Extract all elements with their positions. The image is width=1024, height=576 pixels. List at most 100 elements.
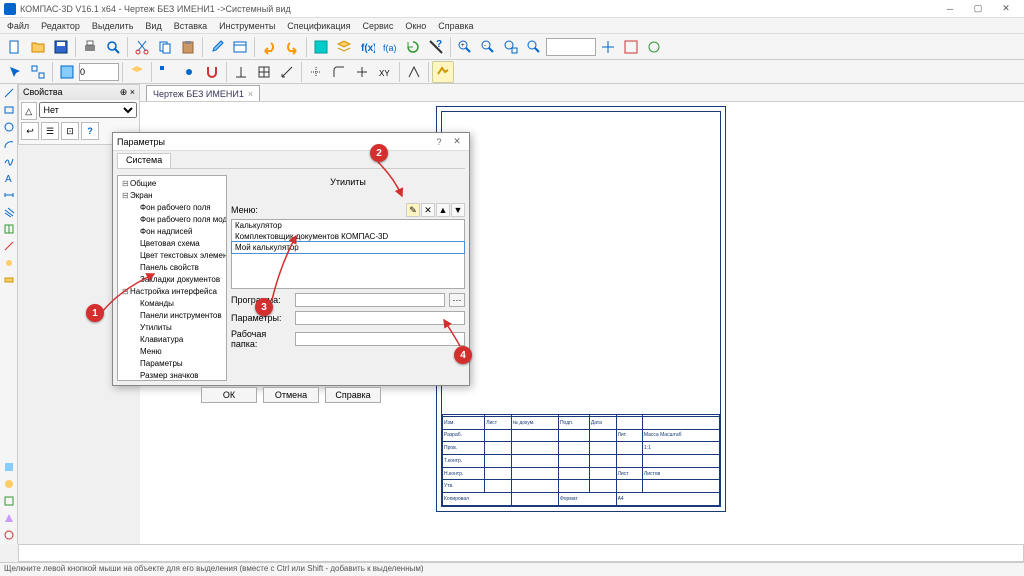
tree-node[interactable]: Утилиты [120,322,224,334]
menu-add-icon[interactable]: ✎ [406,203,420,217]
menu-спецификация[interactable]: Спецификация [282,20,355,32]
orbit-icon[interactable] [643,36,665,58]
ok-button[interactable]: ОК [201,387,257,403]
perp-icon[interactable] [230,61,252,83]
menu-вид[interactable]: Вид [140,20,166,32]
layers-icon[interactable] [333,36,355,58]
tree-node[interactable]: Панель свойств [120,262,224,274]
axis-icon[interactable] [276,61,298,83]
vars-icon[interactable]: f(a) [379,36,401,58]
zoom-window-icon[interactable] [500,36,522,58]
rect-icon[interactable] [1,102,17,118]
arc-icon[interactable] [1,136,17,152]
tree-node[interactable]: Параметры [120,358,224,370]
maximize-button[interactable]: ▢ [964,1,992,17]
zoom-in-icon[interactable]: + [454,36,476,58]
properties-icon[interactable] [229,36,251,58]
dim-icon[interactable] [1,187,17,203]
paste-icon[interactable] [177,36,199,58]
grid-icon[interactable] [310,36,332,58]
dialog-help-icon[interactable]: ? [431,135,447,149]
tool-e-icon[interactable] [1,527,17,543]
menu-инструменты[interactable]: Инструменты [214,20,280,32]
minimize-button[interactable]: ─ [936,1,964,17]
tree-node[interactable]: ⊟Экран [120,190,224,202]
params-input[interactable] [295,311,465,325]
tool-b-icon[interactable] [1,476,17,492]
tree-node[interactable]: Клавиатура [120,334,224,346]
properties-pin-icon[interactable]: ⊕ × [120,87,135,98]
print-icon[interactable] [79,36,101,58]
folder-input[interactable] [295,332,465,346]
copy-icon[interactable] [154,36,176,58]
help-button[interactable]: Справка [325,387,381,403]
menu-list-item[interactable]: Мой калькулятор [232,242,464,253]
menu-редактор[interactable]: Редактор [36,20,85,32]
settings-tree[interactable]: ⊟Общие⊟ЭкранФон рабочего поляФон рабочег… [117,175,227,381]
refresh-icon[interactable] [402,36,424,58]
tool-a-icon[interactable] [1,459,17,475]
menu-окно[interactable]: Окно [400,20,431,32]
multiselect-icon[interactable] [27,61,49,83]
menu-list-item[interactable]: Комплектовщик документов КОМПАС-3D [232,231,464,242]
new-icon[interactable] [4,36,26,58]
menu-down-icon[interactable]: ▼ [451,203,465,217]
help-icon[interactable]: ? [425,36,447,58]
browse-program-icon[interactable]: ⋯ [449,293,465,307]
tree-node[interactable]: ⊟Настройка интерфейса [120,286,224,298]
dialog-tab-system[interactable]: Система [117,153,171,168]
prop-icon-4[interactable]: ⊡ [61,122,79,140]
menu-выделить[interactable]: Выделить [87,20,139,32]
close-button[interactable]: ✕ [992,1,1020,17]
menu-справка[interactable]: Справка [433,20,478,32]
preview-icon[interactable] [102,36,124,58]
save-icon[interactable] [50,36,72,58]
snap-mid-icon[interactable] [178,61,200,83]
tree-node[interactable]: ⊟Общие [120,178,224,190]
cancel-button[interactable]: Отмена [263,387,319,403]
menu-list[interactable]: КалькуляторКомплектовщик документов КОМП… [231,219,465,289]
tree-node[interactable]: Размер значков [120,370,224,381]
tree-node[interactable]: Закладки документов [120,274,224,286]
text-icon[interactable]: A [1,170,17,186]
fx-icon[interactable]: f(x) [356,36,378,58]
rebuild-icon[interactable] [620,36,642,58]
zoom-combo[interactable] [546,38,596,56]
prop-icon-help[interactable]: ? [81,122,99,140]
hatch-icon[interactable] [1,204,17,220]
tree-node[interactable]: Фон рабочего поля [120,202,224,214]
pan-icon[interactable] [597,36,619,58]
redo-icon[interactable] [281,36,303,58]
layer-mgr-icon[interactable] [126,61,148,83]
tree-node[interactable]: Цвет текстовых элементов [120,250,224,262]
grid2-icon[interactable] [253,61,275,83]
tree-node[interactable]: Фон надписей [120,226,224,238]
ortho-icon[interactable] [305,61,327,83]
tab-close-icon[interactable]: × [248,89,253,99]
tool-c-icon[interactable] [1,493,17,509]
program-input[interactable] [295,293,445,307]
props-combo[interactable]: Нет [39,102,137,118]
xy-icon[interactable]: XY [374,61,396,83]
table-icon[interactable] [1,221,17,237]
round-icon[interactable] [328,61,350,83]
open-icon[interactable] [27,36,49,58]
view-combo[interactable] [79,63,119,81]
cut-icon[interactable] [131,36,153,58]
zoom-fit-icon[interactable] [523,36,545,58]
menu-сервис[interactable]: Сервис [358,20,399,32]
param-icon[interactable] [1,255,17,271]
tree-node[interactable]: Фон рабочего поля моделей [120,214,224,226]
menu-up-icon[interactable]: ▲ [436,203,450,217]
magnet-icon[interactable] [201,61,223,83]
tool-d-icon[interactable] [1,510,17,526]
menu-delete-icon[interactable]: ✕ [421,203,435,217]
tree-node[interactable]: Цветовая схема [120,238,224,250]
select-icon[interactable] [4,61,26,83]
modify-icon[interactable] [1,238,17,254]
style-icon[interactable] [432,61,454,83]
menu-вставка[interactable]: Вставка [169,20,212,32]
document-tab[interactable]: Чертеж БЕЗ ИМЕНИ1 × [146,85,260,101]
undo-icon[interactable] [258,36,280,58]
prop-icon-2[interactable]: ↩ [21,122,39,140]
